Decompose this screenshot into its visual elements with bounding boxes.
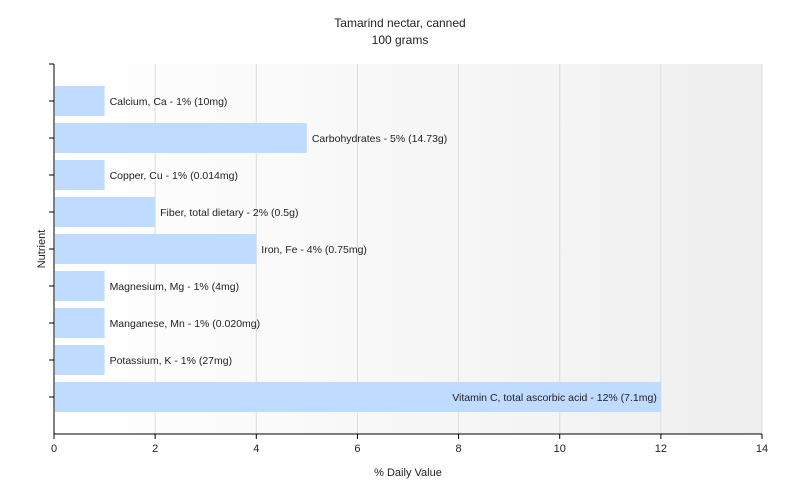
- bar: [55, 234, 257, 264]
- bar: [55, 86, 105, 116]
- x-tick-label: 8: [456, 443, 462, 455]
- bar: [55, 271, 105, 301]
- x-axis-label: % Daily Value: [374, 467, 442, 479]
- x-tick-label: 4: [253, 443, 259, 455]
- bar: [55, 345, 105, 375]
- bar: [55, 197, 156, 227]
- bar-label: Magnesium, Mg - 1% (4mg): [110, 281, 240, 293]
- bar-label: Manganese, Mn - 1% (0.020mg): [110, 318, 261, 330]
- bar-label: Calcium, Ca - 1% (10mg): [110, 96, 228, 108]
- y-ticks: [49, 63, 54, 398]
- bar: [55, 382, 661, 412]
- bar-label: Iron, Fe - 4% (0.75mg): [261, 244, 367, 256]
- bar-label: Carbohydrates - 5% (14.73g): [312, 133, 447, 145]
- x-tick-label: 2: [152, 443, 158, 455]
- x-tick-label: 14: [756, 443, 768, 455]
- bar-label: Vitamin C, total ascorbic acid - 12% (7.…: [452, 392, 657, 404]
- bar-labels: Calcium, Ca - 1% (10mg) Carbohydrates - 5…: [110, 96, 657, 404]
- x-tick-label: 6: [354, 443, 360, 455]
- bar: [55, 123, 307, 153]
- x-tick-label: 0: [51, 443, 57, 455]
- bar: [55, 160, 105, 190]
- bars: [55, 86, 661, 412]
- chart-subtitle: 100 grams: [372, 33, 429, 47]
- bar: [55, 308, 105, 338]
- bar-label: Fiber, total dietary - 2% (0.5g): [160, 207, 298, 219]
- chart-title: Tamarind nectar, canned: [334, 16, 465, 30]
- x-tick-label: 10: [554, 443, 566, 455]
- bar-label: Copper, Cu - 1% (0.014mg): [110, 170, 238, 182]
- x-ticks: 0 2 4 6 8 10 12 14: [51, 434, 768, 455]
- x-tick-label: 12: [655, 443, 667, 455]
- bar-label: Potassium, K - 1% (27mg): [110, 355, 233, 367]
- y-axis-label: Nutrient: [36, 230, 48, 269]
